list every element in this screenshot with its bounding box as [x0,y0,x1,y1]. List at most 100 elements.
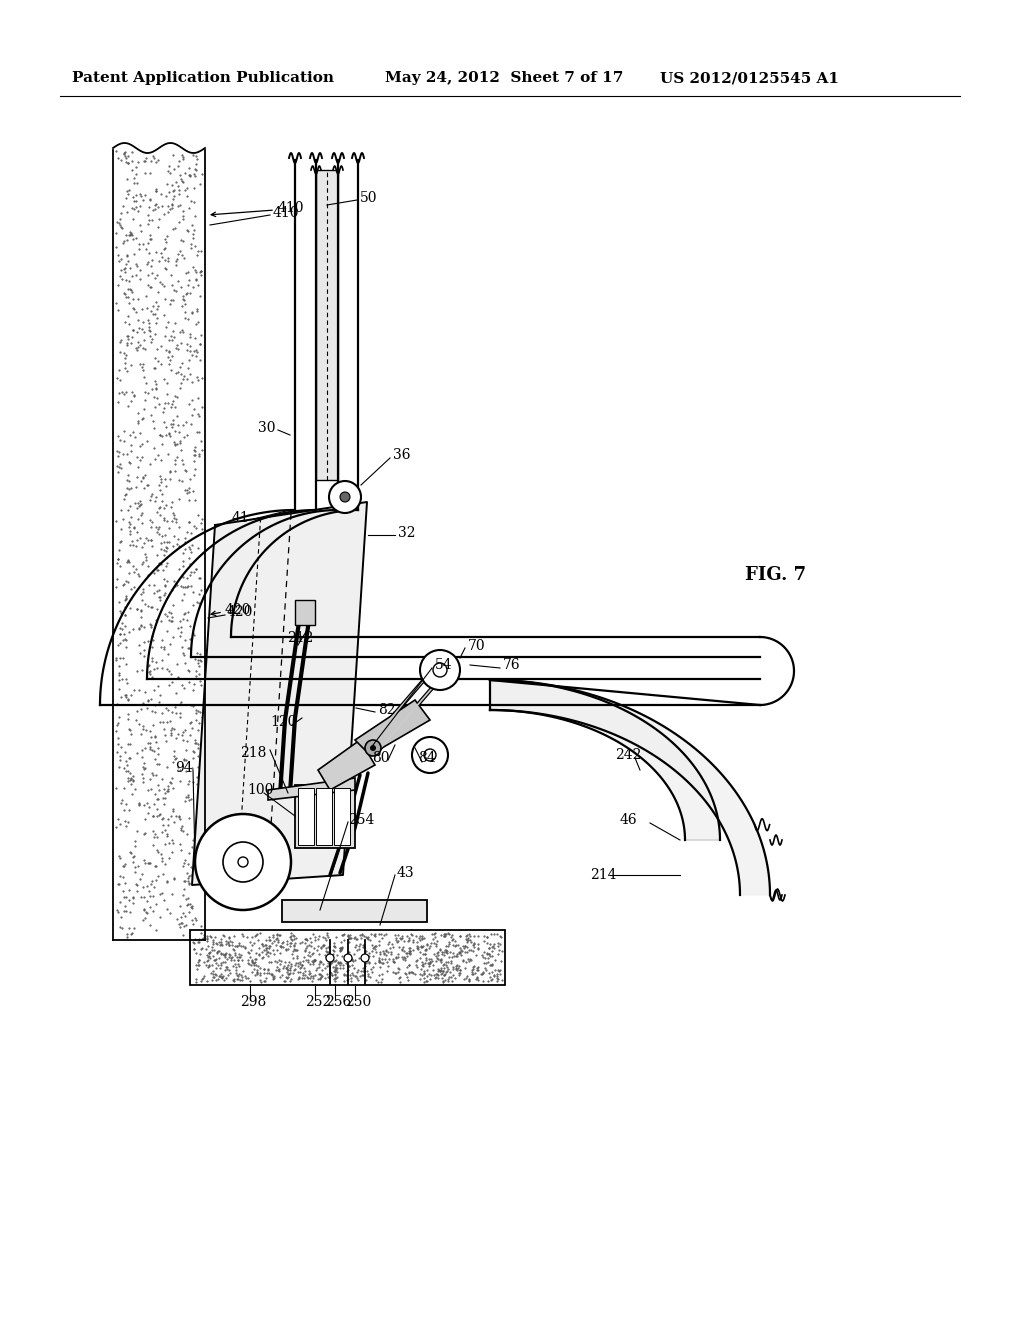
Point [426,932,442,953]
Point [185,177,202,198]
Point [183,190,200,211]
Point [402,940,419,961]
Point [168,727,184,748]
Point [299,929,315,950]
Point [170,667,186,688]
Point [256,935,272,956]
Point [215,970,231,991]
Point [131,713,147,734]
Point [466,933,482,954]
Point [204,954,220,975]
Point [431,939,447,960]
Point [178,461,195,482]
Point [152,586,168,607]
Point [228,936,245,957]
Point [112,756,128,777]
Point [193,743,209,764]
Point [179,334,196,355]
Point [433,964,450,985]
Point [131,234,147,255]
Point [117,873,133,894]
Point [147,292,164,313]
Point [159,224,175,246]
Point [140,690,157,711]
Point [117,141,133,162]
Point [124,421,140,442]
Point [438,960,455,981]
Point [269,928,286,949]
Point [188,942,205,964]
Point [164,194,180,215]
Point [333,939,349,960]
Point [179,220,196,242]
Point [118,483,134,504]
Point [347,927,364,948]
Point [155,814,171,836]
Point [289,945,305,966]
Point [130,564,146,585]
Point [286,928,302,949]
Point [153,450,169,471]
Point [317,929,334,950]
Point [165,219,181,240]
Point [312,936,329,957]
Point [177,532,194,553]
Point [288,928,304,949]
Point [161,354,177,375]
Point [160,444,176,465]
Point [122,841,138,862]
Point [160,202,176,223]
Point [229,953,246,974]
Point [179,177,196,198]
Point [260,927,276,948]
Point [118,587,134,609]
Point [295,962,311,983]
Point [173,576,189,597]
Point [433,960,450,981]
Point [127,857,143,878]
Point [161,847,177,869]
Point [126,836,142,857]
Point [139,430,156,451]
Point [234,936,251,957]
Point [180,477,197,498]
Point [152,579,168,601]
Point [116,488,132,510]
Point [114,499,130,520]
Point [189,148,206,169]
Point [109,511,125,532]
Point [311,953,328,974]
Point [459,941,475,962]
Point [171,558,187,579]
Point [159,384,175,405]
Point [193,675,209,696]
Point [204,936,220,957]
Point [113,602,129,623]
Point [440,970,457,991]
Point [367,952,383,973]
Point [220,931,237,952]
Point [391,972,408,993]
Point [297,929,313,950]
Point [129,598,145,619]
Point [130,508,146,529]
Point [128,536,144,557]
Point [151,444,167,465]
Point [122,495,138,516]
Point [308,958,325,979]
Point [132,436,148,457]
Point [141,733,158,754]
Point [166,432,182,453]
Point [153,243,169,264]
Point [215,952,231,973]
Point [127,301,143,322]
Point [164,330,180,351]
Point [129,256,145,277]
Text: May 24, 2012  Sheet 7 of 17: May 24, 2012 Sheet 7 of 17 [385,71,624,84]
Point [211,966,227,987]
Point [436,965,453,986]
Point [323,962,339,983]
Point [260,960,276,981]
Point [333,952,349,973]
Point [174,319,190,341]
